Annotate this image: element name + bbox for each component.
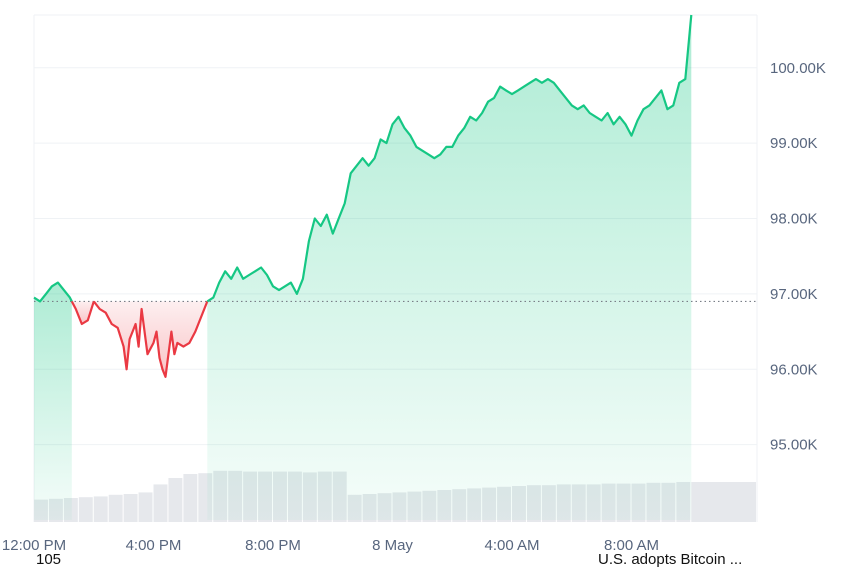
price-line — [33, 14, 693, 378]
y-tick-label: 97.00K — [770, 286, 818, 303]
price-line-down — [70, 300, 95, 326]
y-axis-ticks: 95.00K 96.00K 97.00K 98.00K 99.00K 100.00K — [770, 60, 826, 454]
volume-bar — [168, 478, 183, 522]
volume-bar — [108, 494, 123, 522]
x-tick-label: 4:00 AM — [484, 537, 539, 554]
volume-bar — [123, 494, 138, 522]
x-axis-ticks: 12:00 PM 4:00 PM 8:00 PM 8 May 4:00 AM 8:00 A… — [2, 537, 659, 554]
price-line-up — [206, 14, 693, 303]
x-tick-label: 8:00 PM — [245, 537, 301, 554]
volume-bar — [183, 474, 198, 522]
volume-bar — [691, 482, 756, 522]
area-fill-up — [34, 282, 72, 520]
area-fill — [34, 15, 692, 520]
area-fill-up — [207, 15, 692, 520]
y-tick-label: 98.00K — [770, 211, 818, 228]
x-tick-label: 12:00 PM — [2, 537, 66, 554]
x-tick-label: 8 May — [372, 537, 413, 554]
area-fill-down — [93, 301, 208, 377]
volume-bar — [153, 484, 168, 522]
price-line-up — [33, 281, 73, 303]
volume-bar — [78, 497, 93, 522]
price-line-down — [92, 300, 209, 378]
x-tick-label: 4:00 PM — [126, 537, 182, 554]
footer-left-text: 105 — [36, 551, 62, 568]
footer-news-link[interactable]: U.S. adopts Bitcoin ... — [598, 551, 743, 568]
y-tick-label: 100.00K — [770, 60, 826, 77]
y-tick-label: 95.00K — [770, 437, 818, 454]
x-tick-label: 8:00 AM — [604, 537, 659, 554]
volume-bar — [93, 496, 108, 522]
y-tick-label: 96.00K — [770, 361, 818, 378]
volume-bar — [138, 492, 153, 522]
y-tick-label: 99.00K — [770, 135, 818, 152]
